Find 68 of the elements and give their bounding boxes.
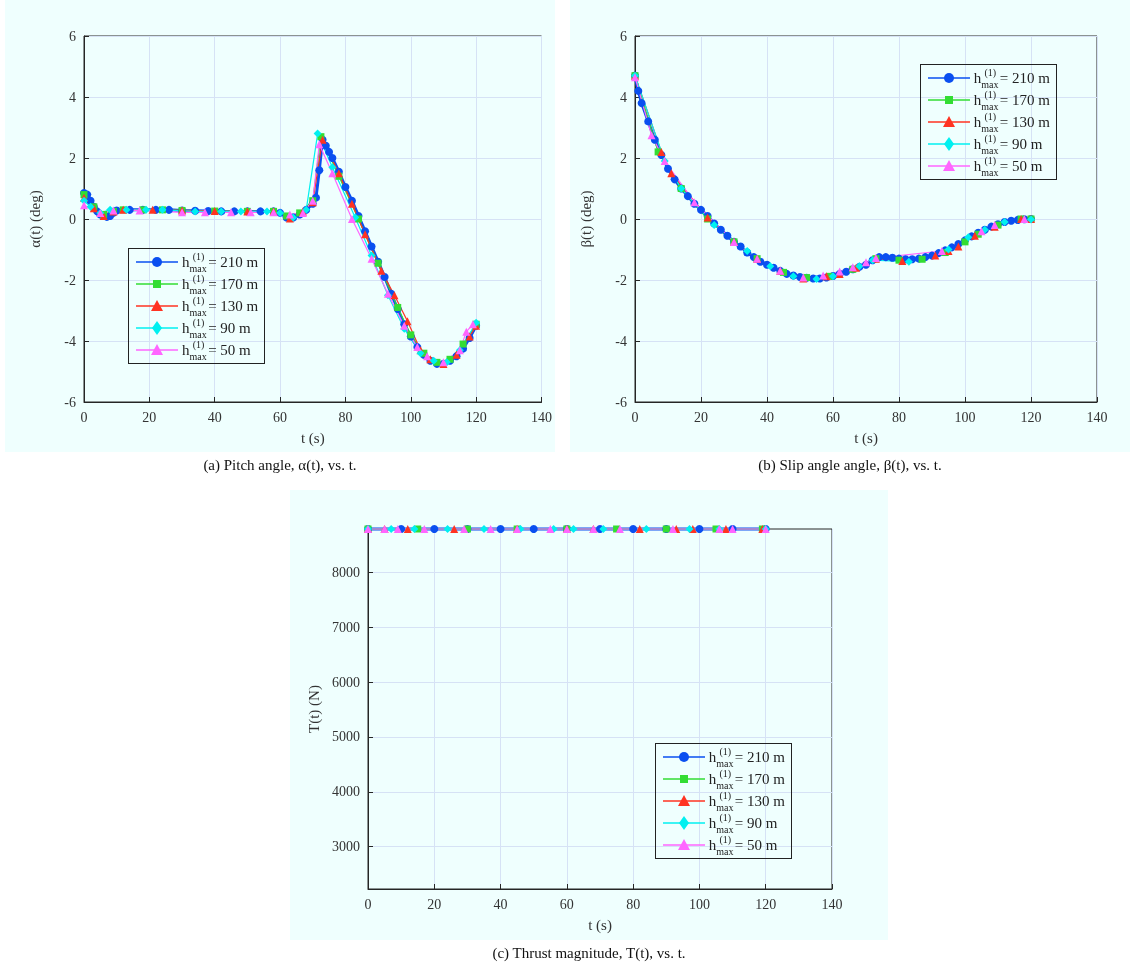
legend-label: h$_{max}$$^{(1)}$ = 50 m: [973, 154, 1043, 178]
x-tick-label: 20: [142, 409, 157, 425]
y-tick-label: -6: [64, 394, 76, 410]
x-tick-label: 0: [80, 409, 88, 425]
y-tick-label: 4: [69, 89, 76, 105]
y-tick-label: 0: [69, 211, 76, 227]
y-tick-label: 6000: [332, 674, 360, 690]
text: (a) Pitch angle, α(t), vs. t.: [202, 457, 358, 474]
y-axis-title: β(t) (deg): [577, 190, 595, 248]
legend-label: h$_{max}$$^{(1)}$ = 170 m: [973, 88, 1050, 112]
x-tick-label: 140: [1086, 409, 1108, 425]
x-tick-label: 40: [207, 409, 222, 425]
legend-label: h$_{max}$$^{(1)}$ = 130 m: [182, 294, 259, 318]
y-tick-label: 4000: [332, 784, 360, 800]
legend-label: h$_{max}$$^{(1)}$ = 90 m: [708, 811, 778, 835]
legend-label: h$_{max}$$^{(1)}$ = 210 m: [182, 250, 259, 274]
legend-label: h$_{max}$$^{(1)}$ = 90 m: [182, 316, 251, 340]
y-tick-label: -2: [615, 272, 627, 288]
x-axis-title: t (s): [300, 429, 325, 447]
x-tick-label: 20: [694, 409, 708, 425]
y-axis-title: T(t) (N): [305, 685, 323, 733]
text: (c) Thrust magnitude, T(t), vs. t.: [491, 945, 687, 962]
text: (b) Slip angle angle, β(t), vs. t.: [757, 457, 943, 474]
y-tick-label: -2: [64, 272, 76, 288]
x-tick-label: 40: [493, 896, 508, 912]
x-axis-title: t (s): [588, 916, 612, 934]
x-tick-label: 140: [821, 896, 843, 912]
legend-label: h$_{max}$$^{(1)}$ = 210 m: [973, 66, 1050, 90]
x-tick-label: 60: [273, 409, 288, 425]
x-tick-label: 80: [626, 896, 641, 912]
y-tick-label: 6: [69, 28, 76, 44]
y-tick-label: 7000: [332, 619, 360, 635]
x-tick-label: 120: [1020, 409, 1042, 425]
x-tick-label: 140: [531, 409, 552, 425]
x-tick-label: 20: [427, 896, 442, 912]
legend-label: h$_{max}$$^{(1)}$ = 130 m: [973, 110, 1050, 134]
y-axis-title: α(t) (deg): [26, 190, 44, 248]
y-tick-label: 6: [620, 28, 627, 44]
legend-label: h$_{max}$$^{(1)}$ = 50 m: [708, 833, 778, 857]
y-tick-label: 2: [69, 150, 76, 166]
legend-label: h$_{max}$$^{(1)}$ = 170 m: [182, 272, 259, 296]
x-tick-label: 80: [338, 409, 353, 425]
legend-label: h$_{max}$$^{(1)}$ = 130 m: [708, 789, 785, 813]
y-tick-label: 3000: [332, 839, 360, 855]
legend-label: h$_{max}$$^{(1)}$ = 170 m: [708, 767, 785, 791]
x-tick-label: 100: [688, 896, 710, 912]
legend-label: h$_{max}$$^{(1)}$ = 50 m: [182, 338, 251, 362]
x-tick-label: 100: [400, 409, 422, 425]
y-tick-label: -4: [615, 333, 627, 349]
x-tick-label: 40: [760, 409, 774, 425]
legend-label: h$_{max}$$^{(1)}$ = 210 m: [708, 745, 785, 769]
x-tick-label: 60: [559, 896, 574, 912]
legend-label: h$_{max}$$^{(1)}$ = 90 m: [973, 132, 1043, 156]
y-tick-label: -6: [615, 394, 627, 410]
x-tick-label: 120: [465, 409, 487, 425]
x-tick-label: 60: [826, 409, 840, 425]
y-tick-label: 8000: [332, 564, 360, 580]
y-tick-label: 2: [620, 150, 627, 166]
y-tick-label: 4: [620, 89, 627, 105]
x-tick-label: 0: [364, 896, 372, 912]
y-tick-label: -4: [64, 333, 76, 349]
x-tick-label: 100: [954, 409, 976, 425]
x-axis-title: t (s): [854, 429, 878, 447]
x-tick-label: 120: [755, 896, 777, 912]
x-tick-label: 0: [631, 409, 639, 425]
y-tick-label: 0: [620, 211, 627, 227]
x-tick-label: 80: [892, 409, 906, 425]
y-tick-label: 5000: [332, 729, 360, 745]
